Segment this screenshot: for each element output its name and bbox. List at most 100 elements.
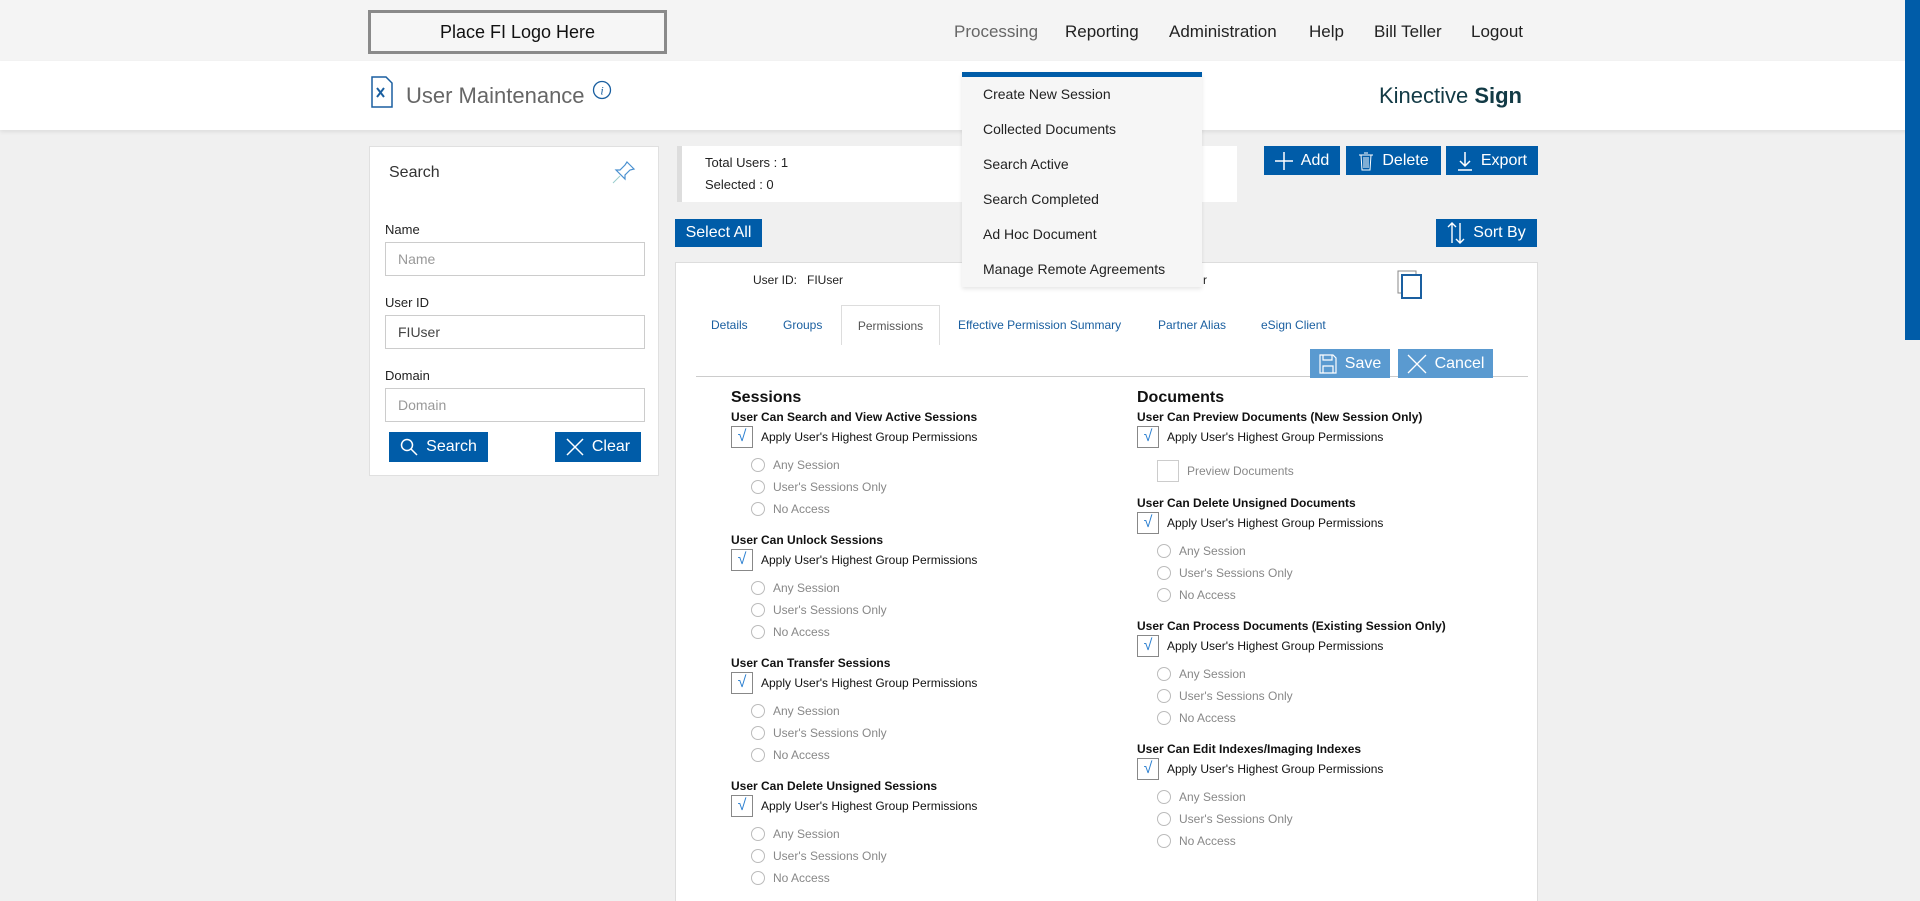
- radio-button[interactable]: [1157, 566, 1171, 580]
- radio-option-no-access[interactable]: No Access: [751, 498, 1121, 520]
- save-button[interactable]: Save: [1310, 349, 1390, 378]
- checkbox[interactable]: √: [1137, 512, 1159, 534]
- checkbox[interactable]: √: [1137, 426, 1159, 448]
- tab-effective-permission-summary[interactable]: Effective Permission Summary: [958, 318, 1122, 332]
- radio-button[interactable]: [1157, 667, 1171, 681]
- checkbox[interactable]: √: [731, 549, 753, 571]
- apply-group-permissions-checkbox[interactable]: √ Apply User's Highest Group Permissions: [1137, 634, 1527, 658]
- radio-option-no-access[interactable]: No Access: [1157, 707, 1527, 729]
- radio-button[interactable]: [751, 726, 765, 740]
- menu-item-ad-hoc-document[interactable]: Ad Hoc Document: [983, 226, 1097, 242]
- radio-option-user-s-sessions-only[interactable]: User's Sessions Only: [1157, 562, 1527, 584]
- radio-option-user-s-sessions-only[interactable]: User's Sessions Only: [751, 722, 1121, 744]
- radio-button[interactable]: [751, 458, 765, 472]
- radio-option-no-access[interactable]: No Access: [751, 867, 1121, 889]
- domain-label: Domain: [385, 368, 430, 383]
- radio-option-no-access[interactable]: No Access: [1157, 584, 1527, 606]
- radio-option-any-session[interactable]: Any Session: [1157, 786, 1527, 808]
- radio-option-any-session[interactable]: Any Session: [1157, 540, 1527, 562]
- radio-label: User's Sessions Only: [1179, 689, 1293, 703]
- radio-option-any-session[interactable]: Any Session: [1157, 663, 1527, 685]
- radio-button[interactable]: [751, 871, 765, 885]
- apply-group-permissions-checkbox[interactable]: √ Apply User's Highest Group Permissions: [1137, 757, 1527, 781]
- radio-button[interactable]: [1157, 544, 1171, 558]
- apply-group-permissions-checkbox[interactable]: √ Apply User's Highest Group Permissions: [731, 671, 1121, 695]
- select-all-button[interactable]: Select All: [675, 219, 762, 247]
- nav-processing[interactable]: Processing: [954, 22, 1039, 41]
- nav-logout[interactable]: Logout: [1471, 22, 1523, 41]
- apply-group-permissions-checkbox[interactable]: √ Apply User's Highest Group Permissions: [731, 548, 1121, 572]
- radio-option-user-s-sessions-only[interactable]: User's Sessions Only: [1157, 808, 1527, 830]
- radio-option-no-access[interactable]: No Access: [751, 621, 1121, 643]
- radio-option-user-s-sessions-only[interactable]: User's Sessions Only: [751, 845, 1121, 867]
- search-button[interactable]: Search: [389, 432, 488, 462]
- radio-button[interactable]: [751, 581, 765, 595]
- clear-button[interactable]: Clear: [555, 432, 641, 462]
- radio-option-user-s-sessions-only[interactable]: User's Sessions Only: [1157, 685, 1527, 707]
- logo-placeholder[interactable]: Place FI Logo Here: [368, 10, 667, 54]
- add-button[interactable]: Add: [1264, 146, 1340, 175]
- export-button[interactable]: Export: [1446, 146, 1538, 175]
- userid-input[interactable]: [385, 315, 645, 349]
- copy-icon[interactable]: [1397, 270, 1423, 300]
- radio-button[interactable]: [751, 704, 765, 718]
- checkbox[interactable]: √: [731, 795, 753, 817]
- radio-button[interactable]: [751, 849, 765, 863]
- menu-item-create-new-session[interactable]: Create New Session: [983, 86, 1111, 102]
- menu-item-collected-documents[interactable]: Collected Documents: [983, 121, 1117, 137]
- pin-icon[interactable]: [611, 159, 637, 185]
- checkbox[interactable]: √: [1137, 635, 1159, 657]
- preview-documents-checkbox[interactable]: Preview Documents: [1137, 459, 1527, 483]
- checkbox[interactable]: √: [731, 672, 753, 694]
- menu-item-search-active[interactable]: Search Active: [983, 156, 1069, 172]
- domain-input[interactable]: [385, 388, 645, 422]
- radio-button[interactable]: [751, 748, 765, 762]
- delete-button[interactable]: Delete: [1346, 146, 1441, 175]
- radio-option-no-access[interactable]: No Access: [1157, 830, 1527, 852]
- tab-permissions-label: Permissions: [857, 318, 924, 333]
- checkbox[interactable]: √: [731, 426, 753, 448]
- checkbox[interactable]: [1157, 460, 1179, 482]
- tab-permissions[interactable]: Permissions: [841, 305, 940, 345]
- menu-item-manage-remote-agreements[interactable]: Manage Remote Agreements: [983, 261, 1166, 277]
- checkbox[interactable]: √: [1137, 758, 1159, 780]
- radio-button[interactable]: [1157, 834, 1171, 848]
- radio-button[interactable]: [751, 502, 765, 516]
- apply-group-permissions-checkbox[interactable]: √ Apply User's Highest Group Permissions: [731, 425, 1121, 449]
- nav-administration[interactable]: Administration: [1169, 22, 1277, 41]
- radio-option-user-s-sessions-only[interactable]: User's Sessions Only: [751, 599, 1121, 621]
- page-scrollbar[interactable]: [1905, 0, 1920, 340]
- apply-group-permissions-checkbox[interactable]: √ Apply User's Highest Group Permissions: [731, 794, 1121, 818]
- name-input[interactable]: [385, 242, 645, 276]
- radio-button[interactable]: [1157, 711, 1171, 725]
- radio-button[interactable]: [1157, 689, 1171, 703]
- radio-option-any-session[interactable]: Any Session: [751, 577, 1121, 599]
- radio-option-any-session[interactable]: Any Session: [751, 454, 1121, 476]
- nav-user-bill-teller[interactable]: Bill Teller: [1374, 22, 1442, 41]
- radio-option-user-s-sessions-only[interactable]: User's Sessions Only: [751, 476, 1121, 498]
- cancel-button[interactable]: Cancel: [1398, 349, 1493, 378]
- nav-reporting[interactable]: Reporting: [1065, 22, 1139, 41]
- menu-item-search-completed[interactable]: Search Completed: [983, 191, 1099, 207]
- permission-group-title: User Can Unlock Sessions: [731, 533, 884, 547]
- radio-button[interactable]: [1157, 588, 1171, 602]
- radio-button[interactable]: [1157, 790, 1171, 804]
- radio-button[interactable]: [751, 603, 765, 617]
- tab-details[interactable]: Details: [711, 318, 748, 332]
- save-label: Save: [1344, 354, 1382, 372]
- sort-by-button[interactable]: Sort By: [1436, 219, 1537, 247]
- radio-option-any-session[interactable]: Any Session: [751, 700, 1121, 722]
- nav-help[interactable]: Help: [1309, 22, 1344, 41]
- radio-button[interactable]: [751, 827, 765, 841]
- radio-button[interactable]: [751, 480, 765, 494]
- radio-option-any-session[interactable]: Any Session: [751, 823, 1121, 845]
- tab-esign-client[interactable]: eSign Client: [1261, 318, 1326, 332]
- radio-button[interactable]: [1157, 812, 1171, 826]
- radio-button[interactable]: [751, 625, 765, 639]
- apply-group-permissions-checkbox[interactable]: √ Apply User's Highest Group Permissions: [1137, 425, 1527, 449]
- tab-partner-alias[interactable]: Partner Alias: [1158, 318, 1227, 332]
- tab-groups[interactable]: Groups: [783, 318, 823, 332]
- info-icon[interactable]: i: [592, 80, 612, 100]
- radio-option-no-access[interactable]: No Access: [751, 744, 1121, 766]
- apply-group-permissions-checkbox[interactable]: √ Apply User's Highest Group Permissions: [1137, 511, 1527, 535]
